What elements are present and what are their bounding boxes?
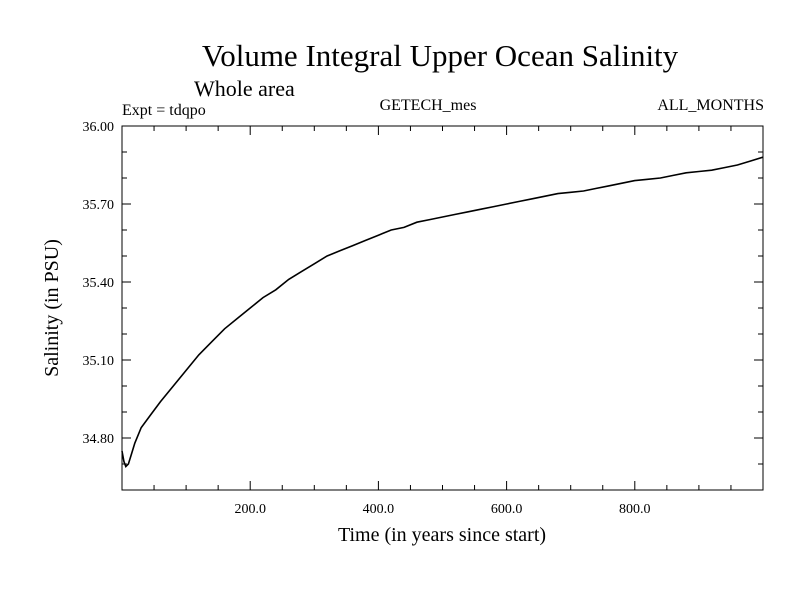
tick-labels: 200.0 400.0 600.0 800.0 34.80 35.10 35.40 35.70…	[83, 120, 651, 517]
y-tick-label: 36.00	[83, 120, 115, 135]
y-axis-label: Salinity (in PSU)	[41, 239, 63, 377]
experiment-label: Expt = tdqpo	[122, 102, 206, 119]
period-label: ALL_MONTHS	[657, 97, 764, 114]
x-tick-label: 600.0	[491, 502, 523, 517]
y-tick-label: 35.10	[83, 354, 115, 369]
y-tick-label: 35.70	[83, 198, 115, 213]
y-tick-label: 34.80	[83, 432, 115, 447]
salinity-series-line	[121, 156, 764, 469]
chart-title: Volume Integral Upper Ocean Salinity	[202, 38, 679, 73]
x-tick-label: 200.0	[234, 502, 266, 517]
y-tick-label: 35.40	[83, 276, 115, 291]
x-tick-label: 400.0	[363, 502, 395, 517]
field-label: GETECH_mes	[380, 97, 477, 114]
plot-frame	[121, 125, 764, 491]
axis-ticks	[122, 125, 763, 491]
x-tick-label: 800.0	[619, 502, 651, 517]
chart-subtitle: Whole area	[194, 76, 295, 101]
x-axis-label: Time (in years since start)	[338, 524, 546, 546]
